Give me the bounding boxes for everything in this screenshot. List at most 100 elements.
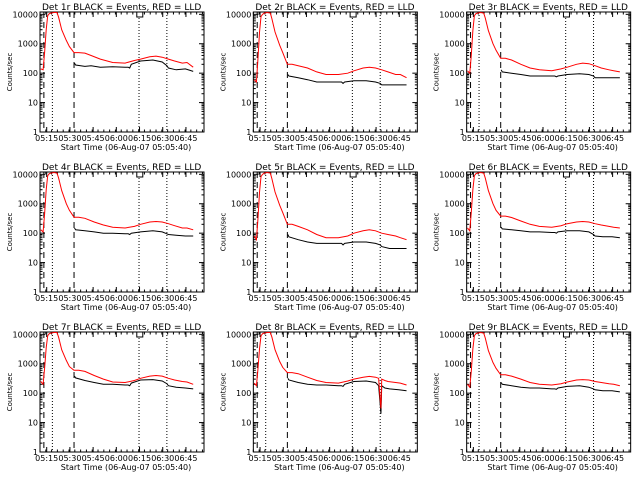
events-series-line [287,378,407,414]
y-tick-label: 10 [241,419,251,428]
y-tick-label: 10000 [13,170,38,179]
y-tick-label: 10000 [439,170,464,179]
lld-series-line [40,332,194,386]
panel-title: Det 3r BLACK = Events, RED = LLD [469,3,628,13]
detector-panel-6: Det 6r BLACK = Events, RED = LLD 1 10 100 10… [433,163,632,312]
y-tick-label: 10000 [439,330,464,339]
x-tick-label: 06:30 [365,294,388,303]
lld-series-line [467,171,620,233]
x-tick-label: 06:15 [341,134,364,143]
y-tick-label: 10000 [226,330,251,339]
lld-series-line [467,331,620,389]
y-tick-label: 10000 [226,10,251,19]
y-tick-label: 1 [246,128,251,137]
legend-box [136,331,144,338]
events-series-line [500,69,620,79]
x-tick-label: 05:15 [35,294,58,303]
panel-title: Det 1r BLACK = Events, RED = LLD [42,3,201,13]
x-tick-label: 05:15 [249,454,272,463]
panel-title: Det 6r BLACK = Events, RED = LLD [469,163,628,173]
events-series-line [500,226,620,239]
detector-panel-7: Det 7r BLACK = Events, RED = LLD 1 10 100 10… [6,323,205,472]
plot-frame [252,171,418,293]
x-tick-label: 06:45 [601,294,624,303]
x-tick-label: 06:30 [365,134,388,143]
x-tick-label: 06:45 [174,294,197,303]
x-tick-label: 06:15 [341,454,364,463]
plot-frame [466,171,632,293]
x-tick-label: 06:00 [105,454,128,463]
legend-box [562,11,570,18]
y-tick-label: 100 [449,389,464,398]
lld-series-line [253,11,407,84]
x-tick-label: 06:15 [341,294,364,303]
x-tick-label: 06:00 [318,134,341,143]
x-tick-label: 05:30 [272,294,295,303]
x-tick-label: 05:15 [35,134,58,143]
y-tick-label: 100 [23,229,38,238]
plot-frame [466,11,632,133]
y-axis-label: Counts/sec [433,213,441,252]
y-tick-label: 10000 [13,330,38,339]
plot-frame [39,171,205,293]
x-tick-label: 06:15 [555,134,578,143]
y-axis-label: Counts/sec [433,53,441,92]
x-axis-label: Start Time (06-Aug-07 05:05:40) [274,303,405,312]
y-tick-label: 10 [454,99,464,108]
y-tick-label: 1000 [444,200,464,209]
x-axis-label: Start Time (06-Aug-07 05:05:40) [61,463,192,472]
x-axis-label: Start Time (06-Aug-07 05:05:40) [61,143,192,152]
y-tick-label: 10 [454,419,464,428]
y-tick-label: 1000 [18,360,38,369]
x-tick-label: 05:15 [462,134,485,143]
x-tick-label: 06:45 [601,134,624,143]
y-tick-label: 100 [23,69,38,78]
x-tick-label: 05:15 [249,294,272,303]
events-series-line [500,382,620,393]
y-tick-label: 1000 [231,200,251,209]
y-tick-label: 1000 [231,40,251,49]
detector-panel-5: Det 5r BLACK = Events, RED = LLD 1 10 100 10… [219,163,418,312]
y-tick-label: 100 [449,69,464,78]
y-tick-label: 1 [460,288,465,297]
lld-series-line [40,12,194,71]
x-tick-label: 05:15 [249,134,272,143]
y-tick-label: 10 [241,259,251,268]
y-tick-label: 1000 [444,40,464,49]
x-tick-label: 06:00 [531,454,554,463]
legend-box [562,171,570,178]
x-tick-label: 06:45 [174,454,197,463]
y-tick-label: 10 [454,259,464,268]
x-axis-label: Start Time (06-Aug-07 05:05:40) [61,303,192,312]
detector-panel-1: Det 1r BLACK = Events, RED = LLD 1 10 100 10… [6,3,205,152]
y-tick-label: 1000 [18,40,38,49]
x-tick-label: 06:45 [601,454,624,463]
events-series-line [74,227,194,237]
x-tick-label: 06:00 [105,294,128,303]
detector-panel-9: Det 9r BLACK = Events, RED = LLD 1 10 100 10… [433,323,632,472]
y-tick-label: 10 [241,99,251,108]
x-tick-label: 05:45 [508,134,531,143]
y-axis-label: Counts/sec [433,373,441,412]
x-tick-label: 06:00 [105,134,128,143]
plot-frame [252,331,418,453]
panel-title: Det 4r BLACK = Events, RED = LLD [42,163,201,173]
x-tick-label: 05:30 [485,454,508,463]
x-tick-label: 05:45 [82,294,105,303]
y-tick-label: 100 [236,229,251,238]
y-tick-label: 1 [33,128,38,137]
x-tick-label: 05:30 [58,294,81,303]
legend-box [562,331,570,338]
x-tick-label: 05:30 [272,134,295,143]
x-tick-label: 05:30 [58,454,81,463]
x-tick-label: 05:30 [272,454,295,463]
y-tick-label: 100 [236,69,251,78]
events-series-line [287,234,407,249]
x-axis-label: Start Time (06-Aug-07 05:05:40) [487,303,617,312]
panel-title: Det 7r BLACK = Events, RED = LLD [42,323,201,333]
panel-title: Det 5r BLACK = Events, RED = LLD [255,163,414,173]
plot-frame [252,11,418,133]
y-tick-label: 10000 [13,10,38,19]
x-tick-label: 06:45 [174,134,197,143]
